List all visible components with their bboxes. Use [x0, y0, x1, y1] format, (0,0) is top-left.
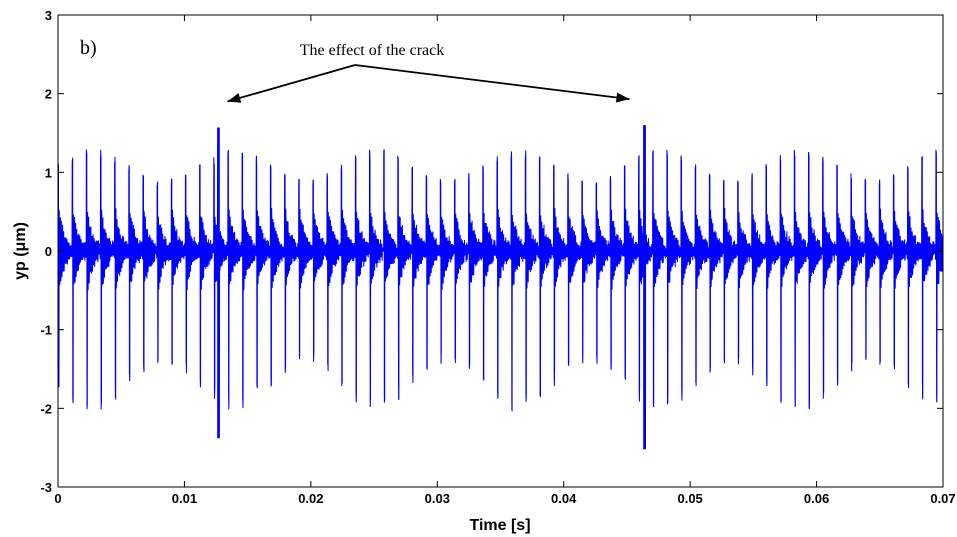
y-tick-label: 2: [45, 87, 52, 102]
annotation-arrow-head: [615, 92, 630, 103]
y-tick-label: 0: [45, 244, 52, 259]
panel-label: b): [80, 37, 97, 59]
x-tick-label: 0.03: [425, 491, 450, 506]
y-tick-label: 3: [45, 8, 52, 23]
x-tick-label: 0.02: [298, 491, 323, 506]
annotation-arrow-line: [227, 64, 356, 103]
y-tick-label: -1: [40, 323, 52, 338]
series-line: [58, 125, 943, 450]
x-tick-label: 0.07: [930, 491, 955, 506]
y-tick-label: -2: [40, 401, 52, 416]
x-axis-ticks: 0 0.01 0.02 0.03 0.04 0.05 0.06 0.07: [54, 15, 956, 506]
y-tick-label: 1: [45, 165, 52, 180]
y-axis-ticks: 3 2 1 0 -1 -2 -3: [40, 8, 943, 495]
annotation-arrows: [227, 64, 630, 103]
annotation-arrow-head: [227, 93, 242, 103]
x-tick-label: 0.01: [172, 491, 197, 506]
x-axis-label: Time [s]: [469, 517, 530, 534]
y-axis-label: yp (μm): [12, 222, 29, 280]
annotation-arrow-line: [354, 64, 630, 101]
signal-layer: [58, 125, 943, 450]
x-tick-label: 0.05: [677, 491, 702, 506]
x-tick-label: 0.04: [551, 491, 577, 506]
annotation-text: The effect of the crack: [300, 42, 445, 59]
x-tick-label: 0: [54, 491, 61, 506]
x-tick-label: 0.06: [804, 491, 829, 506]
y-tick-label: -3: [40, 480, 52, 495]
